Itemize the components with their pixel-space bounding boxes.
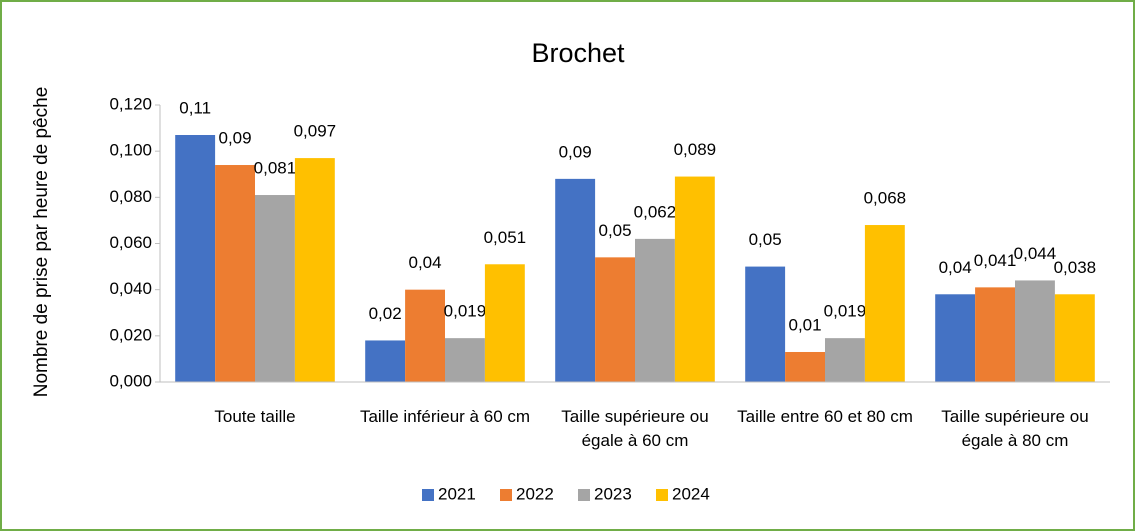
bar	[1054, 294, 1095, 382]
y-axis-title: Nombre de prise par heure de pêche	[31, 87, 52, 398]
y-tick-label: 0,100	[109, 141, 152, 160]
data-label: 0,089	[674, 140, 717, 159]
legend-swatch	[578, 489, 590, 501]
legend-swatch	[500, 489, 512, 501]
y-tick-label: 0,040	[109, 279, 152, 298]
bar	[294, 158, 335, 382]
bar	[445, 338, 485, 382]
bar	[785, 351, 825, 382]
bar	[484, 264, 525, 382]
data-label: 0,019	[824, 302, 867, 321]
data-label: 0,044	[1014, 244, 1057, 263]
x-tick-label: Taille inférieur à 60 cm	[359, 407, 531, 426]
data-label: 0,04	[409, 253, 442, 272]
x-tick-label: Taille supérieure ou égale à 60 cm	[561, 407, 709, 450]
legend-swatch	[656, 489, 668, 501]
x-tick-label: Taille entre 60 et 80 cm	[737, 407, 913, 426]
bar	[1015, 280, 1055, 382]
bar	[255, 195, 295, 382]
legend-label: 2023	[594, 484, 632, 503]
bar	[555, 178, 596, 382]
data-label: 0,11	[179, 98, 211, 117]
legend-label: 2022	[516, 484, 554, 503]
bar	[595, 257, 635, 382]
y-tick-label: 0,120	[109, 94, 152, 113]
y-tick-label: 0,060	[109, 233, 152, 252]
data-label: 0,02	[369, 304, 402, 323]
y-tick-label: 0,000	[109, 371, 152, 390]
y-tick-label: 0,020	[109, 325, 152, 344]
bar	[635, 238, 675, 382]
legend-label: 2024	[672, 484, 710, 503]
data-label: 0,01	[789, 315, 822, 334]
bar	[864, 225, 905, 382]
x-tick-label: Taille supérieure ou égale à 80 cm	[941, 407, 1089, 450]
bar	[825, 338, 865, 382]
bar	[405, 289, 445, 382]
chart-title: Brochet	[531, 38, 625, 68]
data-label: 0,068	[864, 189, 907, 208]
bar	[975, 287, 1015, 382]
data-label: 0,097	[294, 122, 337, 141]
data-label: 0,05	[749, 230, 782, 249]
bar	[365, 340, 406, 382]
y-tick-label: 0,080	[109, 187, 152, 206]
data-label: 0,051	[484, 228, 527, 247]
bar	[175, 135, 216, 382]
data-label: 0,041	[974, 251, 1017, 270]
data-label: 0,038	[1054, 258, 1097, 277]
data-label: 0,019	[444, 302, 487, 321]
x-tick-label: Toute taille	[214, 407, 296, 426]
data-label: 0,09	[559, 142, 592, 161]
bar	[935, 294, 976, 382]
legend-label: 2021	[438, 484, 476, 503]
data-label: 0,04	[939, 258, 972, 277]
bar	[745, 266, 786, 382]
legend-swatch	[422, 489, 434, 501]
data-label: 0,09	[219, 129, 252, 148]
data-label: 0,081	[254, 159, 297, 178]
bar	[215, 165, 255, 382]
data-label: 0,05	[599, 221, 632, 240]
bar	[674, 176, 715, 382]
data-label: 0,062	[634, 202, 677, 221]
